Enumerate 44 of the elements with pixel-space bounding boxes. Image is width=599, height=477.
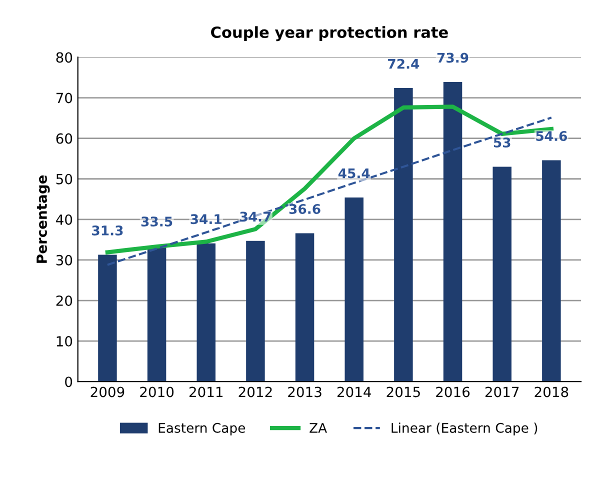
x-tick-label: 2015 bbox=[386, 386, 420, 398]
y-tick-label: 20 bbox=[56, 295, 72, 306]
data-label: 45.4 bbox=[338, 168, 370, 178]
x-tick-label: 2012 bbox=[238, 386, 272, 398]
data-label: 72.4 bbox=[388, 58, 420, 69]
bar bbox=[443, 82, 462, 382]
y-axis-title: Percentage bbox=[36, 175, 50, 263]
bar bbox=[196, 243, 216, 382]
legend-label: ZA bbox=[310, 423, 327, 433]
y-tick-label: 60 bbox=[56, 133, 72, 144]
x-tick-label: 2014 bbox=[337, 386, 372, 398]
legend-label: Linear (Eastern Cape ) bbox=[392, 422, 538, 436]
x-tick-label: 2009 bbox=[90, 386, 124, 398]
bar bbox=[295, 233, 314, 382]
y-tick-label: 70 bbox=[56, 92, 72, 104]
data-label: 54.6 bbox=[536, 131, 567, 141]
data-label: 33.5 bbox=[141, 216, 172, 227]
x-tick-label: 2013 bbox=[288, 386, 322, 398]
bar bbox=[542, 160, 561, 382]
x-tick-label: 2016 bbox=[436, 386, 470, 398]
y-tick-label: 40 bbox=[56, 214, 72, 225]
bar bbox=[246, 240, 265, 382]
data-label: 53 bbox=[494, 138, 510, 148]
bar bbox=[394, 88, 413, 382]
data-label: 36.6 bbox=[289, 204, 320, 214]
bar bbox=[492, 166, 512, 382]
chart-title: Couple year protection rate bbox=[211, 26, 448, 42]
y-tick-label: 0 bbox=[65, 376, 72, 388]
data-label: 31.3 bbox=[92, 225, 123, 236]
x-tick-label: 2011 bbox=[189, 386, 223, 398]
data-label: 73.9 bbox=[437, 52, 468, 63]
x-tick-label: 2017 bbox=[485, 386, 519, 398]
x-tick-label: 2018 bbox=[534, 386, 568, 398]
y-tick-label: 30 bbox=[56, 254, 72, 266]
y-tick-label: 80 bbox=[56, 52, 72, 63]
data-label: 34.1 bbox=[190, 214, 222, 224]
y-tick-label: 50 bbox=[56, 174, 72, 184]
legend-label: Eastern Cape bbox=[158, 422, 246, 436]
bar bbox=[344, 198, 364, 382]
y-tick-label: 10 bbox=[56, 336, 72, 347]
bar bbox=[147, 246, 166, 382]
x-tick-label: 2010 bbox=[140, 386, 174, 398]
data-label: 34.7 bbox=[240, 212, 271, 222]
bar bbox=[98, 254, 117, 382]
